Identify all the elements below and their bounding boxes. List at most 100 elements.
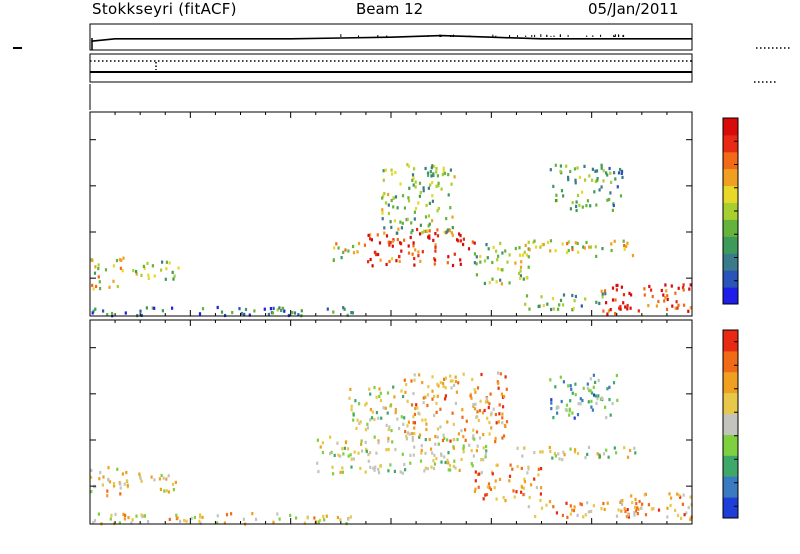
data-cell <box>436 209 439 213</box>
data-cell <box>146 261 149 265</box>
data-cell <box>506 260 509 264</box>
data-cell <box>402 394 405 399</box>
data-cell <box>425 422 428 426</box>
data-cell <box>560 189 564 193</box>
data-cell <box>549 239 553 243</box>
data-cell <box>404 390 407 394</box>
data-cell <box>444 376 447 380</box>
data-cell <box>295 516 298 520</box>
data-cell <box>524 243 527 247</box>
data-cell <box>552 307 555 311</box>
data-cell <box>589 204 592 208</box>
data-cell <box>107 466 110 470</box>
data-cell <box>618 306 621 310</box>
data-cell <box>390 225 393 229</box>
data-cell <box>394 411 397 415</box>
data-cell <box>477 485 480 489</box>
data-cell <box>600 507 603 511</box>
velocity-panel <box>89 319 739 526</box>
data-cell <box>573 416 576 420</box>
data-cell <box>453 175 456 179</box>
data-cell <box>456 438 459 442</box>
data-cell <box>620 509 623 513</box>
data-cell <box>500 392 503 396</box>
data-cell <box>421 418 424 422</box>
data-cell <box>598 455 602 459</box>
data-cell <box>575 204 578 208</box>
data-cell <box>303 521 306 525</box>
data-cell <box>431 397 434 401</box>
data-cell <box>392 196 395 200</box>
data-cell <box>573 167 577 171</box>
data-cell <box>458 468 461 472</box>
data-cell <box>412 391 415 396</box>
data-cell <box>601 396 604 400</box>
data-cell <box>593 393 596 397</box>
data-cell <box>473 388 476 392</box>
data-cell <box>619 307 622 311</box>
data-cell <box>411 178 414 182</box>
data-cell <box>554 163 557 167</box>
data-cell <box>409 453 412 457</box>
data-cell <box>112 264 115 268</box>
data-cell <box>393 469 396 473</box>
data-cell <box>407 164 411 168</box>
data-cell <box>449 379 452 383</box>
data-cell <box>198 515 202 519</box>
data-cell <box>474 390 477 394</box>
data-cell <box>354 399 357 403</box>
data-cell <box>592 504 595 508</box>
data-cell <box>400 415 403 419</box>
data-cell <box>623 507 626 511</box>
data-cell <box>94 307 97 311</box>
data-cell <box>422 189 425 193</box>
data-cell <box>484 451 487 455</box>
data-cell <box>677 286 680 290</box>
data-cell <box>444 397 447 401</box>
data-cell <box>439 381 442 385</box>
data-cell <box>574 181 577 185</box>
data-cell <box>404 468 407 472</box>
data-cell <box>479 399 482 403</box>
data-cell <box>603 507 606 512</box>
data-cell <box>135 514 138 518</box>
data-cell <box>380 416 383 420</box>
data-cell <box>349 387 352 391</box>
data-cell <box>369 392 372 396</box>
data-cell <box>603 289 607 293</box>
data-cell <box>426 393 430 397</box>
data-cell <box>537 467 540 471</box>
data-cell <box>480 471 483 475</box>
data-cell <box>495 463 498 467</box>
data-cell <box>552 416 555 420</box>
frequency-panel <box>89 53 776 83</box>
data-cell <box>502 405 505 409</box>
data-cell <box>611 208 614 212</box>
data-cell <box>550 401 553 405</box>
data-cell <box>564 408 567 412</box>
data-cell <box>452 464 455 468</box>
data-cell <box>145 306 148 310</box>
data-cell <box>610 248 613 253</box>
data-cell <box>491 277 494 281</box>
data-cell <box>609 413 612 417</box>
data-cell <box>446 420 449 424</box>
data-cell <box>435 410 438 414</box>
data-cell <box>356 418 359 422</box>
power-panel <box>89 111 739 318</box>
data-cell <box>647 503 650 507</box>
data-cell <box>387 211 390 216</box>
data-cell <box>424 215 428 219</box>
data-cell <box>493 486 496 490</box>
data-cell <box>434 442 437 446</box>
data-cell <box>447 461 450 465</box>
data-cell <box>408 432 411 436</box>
data-cell <box>615 514 619 518</box>
data-cell <box>110 513 113 517</box>
colorbar-segment <box>723 476 738 498</box>
data-cell <box>666 294 669 298</box>
data-cell <box>633 446 636 450</box>
data-cell <box>559 164 562 168</box>
data-cell <box>365 449 368 453</box>
data-cell <box>382 169 385 173</box>
